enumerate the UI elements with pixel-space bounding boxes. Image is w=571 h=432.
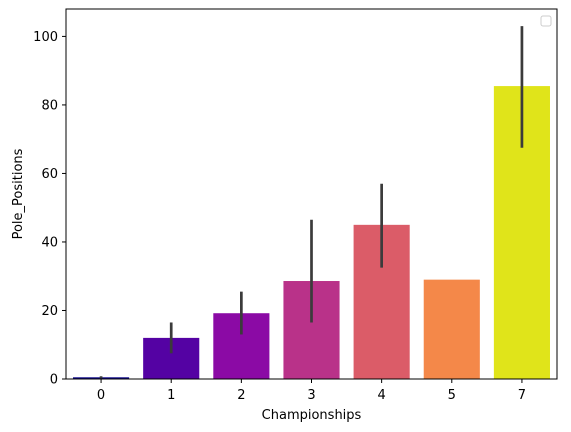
y-axis-ticks: 0 20 40 60 80 100 (33, 30, 66, 388)
legend (540, 15, 552, 27)
x-tick-label-5: 5 (448, 388, 456, 403)
y-tick-label-40: 40 (41, 235, 58, 250)
y-tick-label-0: 0 (50, 373, 58, 388)
error-bars-group (99, 26, 524, 379)
y-axis-label: Pole_Positions (11, 148, 26, 239)
x-tick-label-2: 2 (237, 388, 245, 403)
x-tick-label-0: 0 (97, 388, 105, 403)
y-tick-label-80: 80 (41, 98, 58, 113)
y-tick-label-20: 20 (41, 304, 58, 319)
x-tick-label-1: 1 (167, 388, 175, 403)
x-tick-label-3: 3 (307, 388, 315, 403)
x-tick-label-7: 7 (518, 388, 526, 403)
legend-box (540, 15, 552, 27)
y-tick-label-100: 100 (33, 30, 58, 45)
bar-5 (423, 279, 480, 379)
x-tick-label-4: 4 (378, 388, 386, 403)
x-axis-label: Championships (262, 408, 362, 423)
x-axis-ticks: 0 1 2 3 4 5 7 (97, 379, 526, 403)
y-tick-label-60: 60 (41, 167, 58, 182)
